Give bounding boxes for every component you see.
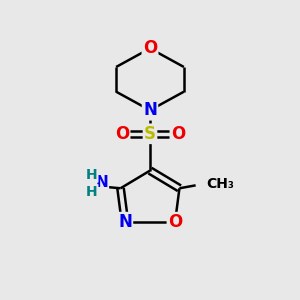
Text: N: N xyxy=(96,176,108,190)
Text: O: O xyxy=(168,213,182,231)
Text: N: N xyxy=(143,101,157,119)
Text: H: H xyxy=(86,185,98,199)
Text: O: O xyxy=(171,125,185,143)
Text: N: N xyxy=(118,213,132,231)
Text: S: S xyxy=(144,125,156,143)
Text: O: O xyxy=(143,39,157,57)
Text: CH₃: CH₃ xyxy=(206,177,234,191)
Text: H: H xyxy=(86,168,98,182)
Text: O: O xyxy=(115,125,129,143)
